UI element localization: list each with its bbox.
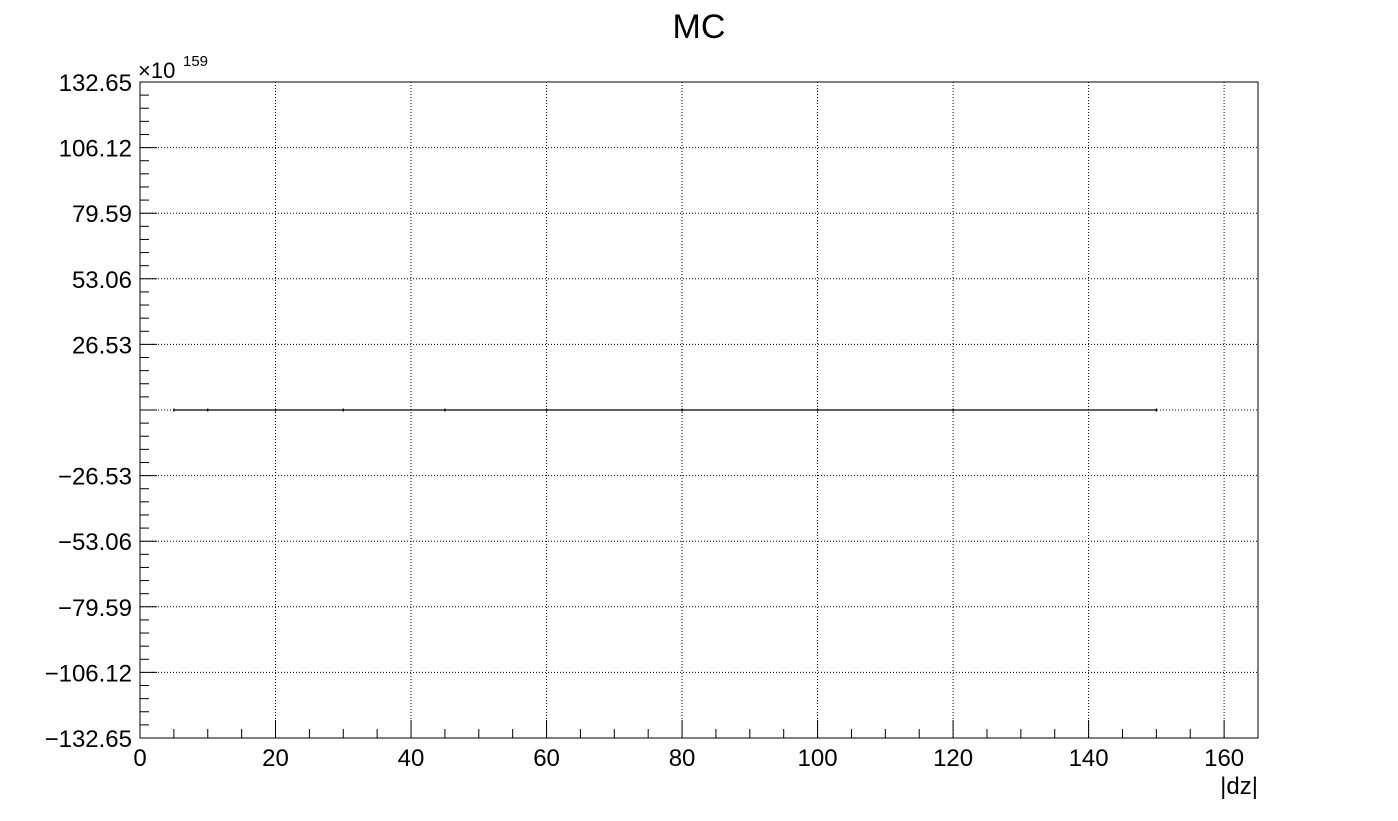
y-tick-label: 132.65 bbox=[59, 70, 132, 97]
y-tick-label: 53.06 bbox=[72, 267, 132, 294]
y-tick-label: −53.06 bbox=[58, 529, 132, 556]
y-tick-label: −79.59 bbox=[58, 595, 132, 622]
y-tick-label: −26.53 bbox=[58, 464, 132, 491]
x-axis-label: |dz| bbox=[1220, 773, 1258, 800]
x-tick-label: 120 bbox=[933, 745, 973, 772]
x-tick-label: 160 bbox=[1204, 745, 1244, 772]
y-tick-label: −106.12 bbox=[45, 660, 132, 687]
y-axis-exponent: 159 bbox=[183, 53, 208, 70]
y-axis-multiplier: ×10 bbox=[138, 58, 175, 83]
y-tick-label: 106.12 bbox=[59, 136, 132, 163]
x-tick-label: 40 bbox=[398, 745, 425, 772]
y-tick-label: 26.53 bbox=[72, 332, 132, 359]
y-tick-label: 79.59 bbox=[72, 201, 132, 228]
x-tick-label: 60 bbox=[533, 745, 560, 772]
x-tick-label: 140 bbox=[1069, 745, 1109, 772]
x-tick-label: 100 bbox=[798, 745, 838, 772]
x-tick-label: 20 bbox=[262, 745, 289, 772]
y-tick-label: −132.65 bbox=[45, 726, 132, 753]
x-tick-label: 0 bbox=[133, 745, 146, 772]
chart-title: MC bbox=[672, 8, 726, 46]
x-tick-label: 80 bbox=[669, 745, 696, 772]
